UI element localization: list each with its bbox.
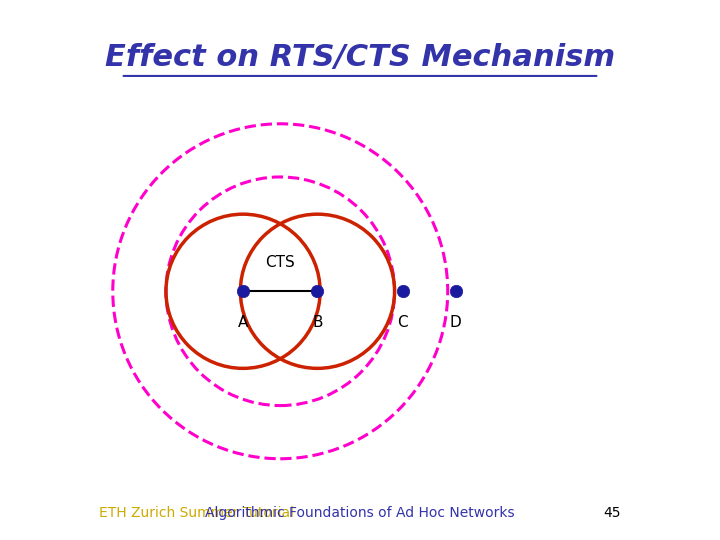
Text: B: B xyxy=(312,315,323,330)
Text: 45: 45 xyxy=(603,506,621,520)
Text: D: D xyxy=(450,315,462,330)
Point xyxy=(450,287,462,295)
Text: C: C xyxy=(397,315,408,330)
Point xyxy=(312,287,323,295)
Text: A: A xyxy=(238,315,248,330)
Text: CTS: CTS xyxy=(266,255,295,270)
Point xyxy=(397,287,408,295)
Point xyxy=(238,287,249,295)
Text: ETH Zurich Summer Tutorial: ETH Zurich Summer Tutorial xyxy=(99,506,294,520)
Text: Effect on RTS/CTS Mechanism: Effect on RTS/CTS Mechanism xyxy=(105,43,615,72)
Text: Algorithmic Foundations of Ad Hoc Networks: Algorithmic Foundations of Ad Hoc Networ… xyxy=(205,506,515,520)
